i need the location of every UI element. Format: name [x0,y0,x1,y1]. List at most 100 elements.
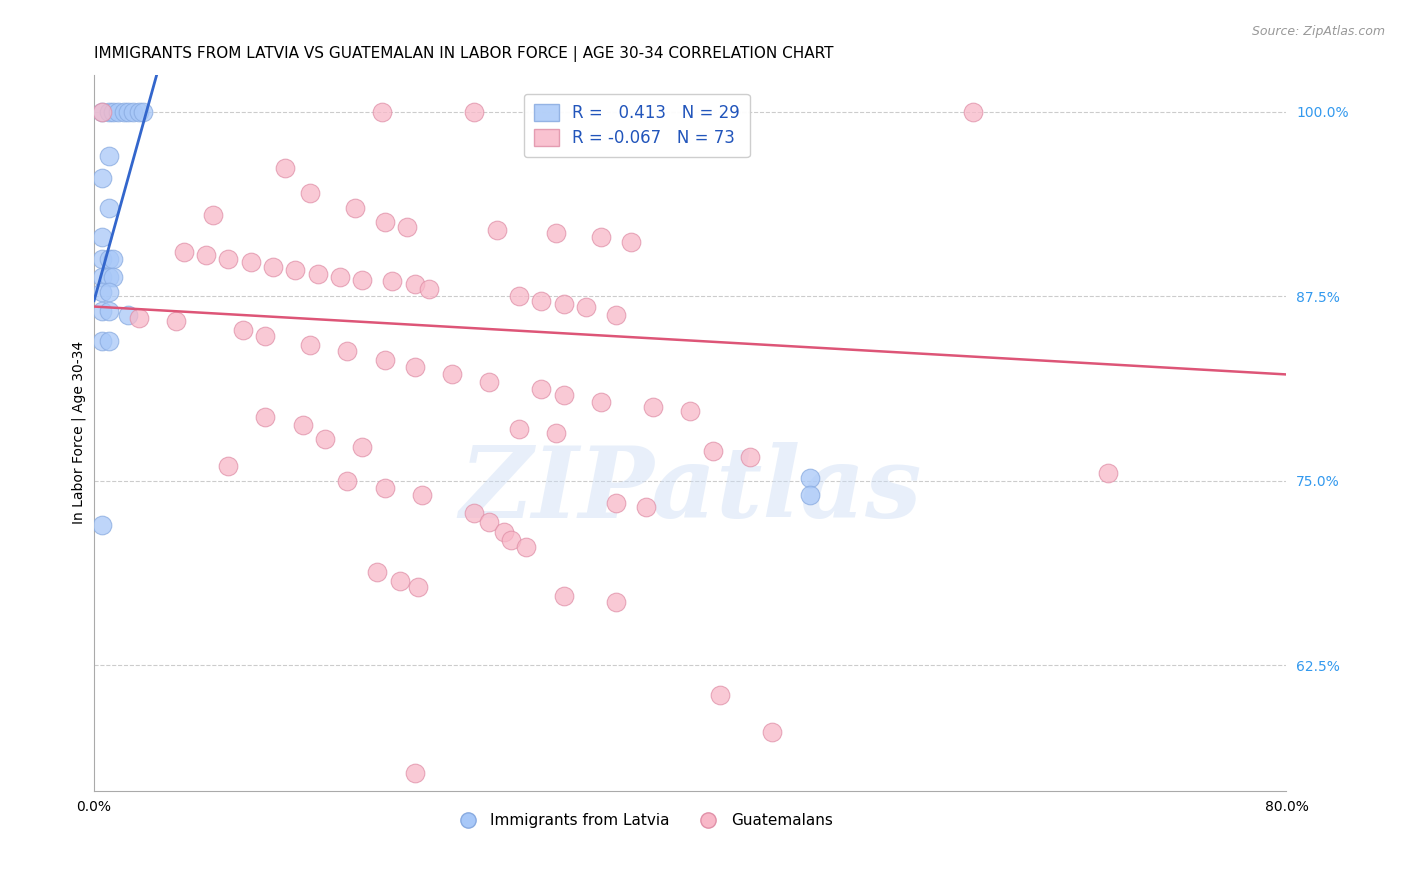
Point [98,149,121,163]
Point [299,338,322,352]
Point [553,589,575,603]
Point [478,515,501,529]
Point [396,219,419,234]
Point [90,104,112,119]
Point [98,104,121,119]
Point [406,580,429,594]
Point [352,440,374,454]
Point [440,368,463,382]
Point [404,277,426,292]
Point [530,293,553,308]
Point [761,724,783,739]
Point [388,574,411,588]
Point [374,352,396,367]
Point [117,104,139,119]
Point [381,275,404,289]
Point [103,252,125,267]
Point [799,471,821,485]
Text: ZIPatlas: ZIPatlas [460,442,921,538]
Point [128,104,150,119]
Point [98,270,121,285]
Point [274,161,297,175]
Point [336,474,359,488]
Point [374,481,396,495]
Point [307,267,329,281]
Point [217,252,239,267]
Point [962,104,984,119]
Point [371,104,394,119]
Point [411,488,433,502]
Point [90,230,112,244]
Point [508,422,530,436]
Point [299,186,322,200]
Point [254,410,277,425]
Point [121,104,143,119]
Legend: Immigrants from Latvia, Guatemalans: Immigrants from Latvia, Guatemalans [446,807,839,835]
Point [314,433,336,447]
Point [366,565,388,579]
Point [98,201,121,215]
Point [620,235,643,249]
Point [515,540,537,554]
Point [553,388,575,402]
Point [217,458,239,473]
Point [291,417,314,432]
Point [799,488,821,502]
Point [90,285,112,299]
Y-axis label: In Labor Force | Age 30-34: In Labor Force | Age 30-34 [72,341,86,524]
Point [284,262,307,277]
Point [254,329,277,343]
Point [329,270,352,285]
Point [239,255,262,269]
Point [90,518,112,533]
Point [605,595,627,609]
Point [634,500,657,515]
Point [194,248,217,262]
Point [165,314,187,328]
Point [679,404,702,418]
Point [485,223,508,237]
Point [90,270,112,285]
Point [575,300,598,314]
Point [103,104,125,119]
Point [103,270,125,285]
Point [173,244,195,259]
Point [117,309,139,323]
Point [90,252,112,267]
Text: Source: ZipAtlas.com: Source: ZipAtlas.com [1251,25,1385,38]
Point [641,400,664,414]
Point [90,334,112,348]
Point [492,525,515,540]
Point [262,260,284,274]
Point [98,304,121,318]
Point [98,334,121,348]
Point [112,104,135,119]
Point [478,375,501,389]
Point [530,382,553,396]
Point [374,215,396,229]
Point [202,208,225,222]
Point [336,343,359,358]
Point [553,296,575,310]
Point [90,304,112,318]
Point [98,285,121,299]
Point [107,104,129,119]
Point [404,765,426,780]
Point [232,323,254,337]
Point [605,309,627,323]
Point [132,104,155,119]
Point [605,496,627,510]
Point [463,506,485,520]
Point [98,252,121,267]
Point [546,426,568,441]
Point [352,273,374,287]
Point [343,201,366,215]
Point [589,230,612,244]
Point [90,171,112,186]
Point [702,444,724,458]
Point [738,450,761,464]
Point [463,104,485,119]
Point [418,282,440,296]
Point [508,289,530,303]
Point [404,360,426,375]
